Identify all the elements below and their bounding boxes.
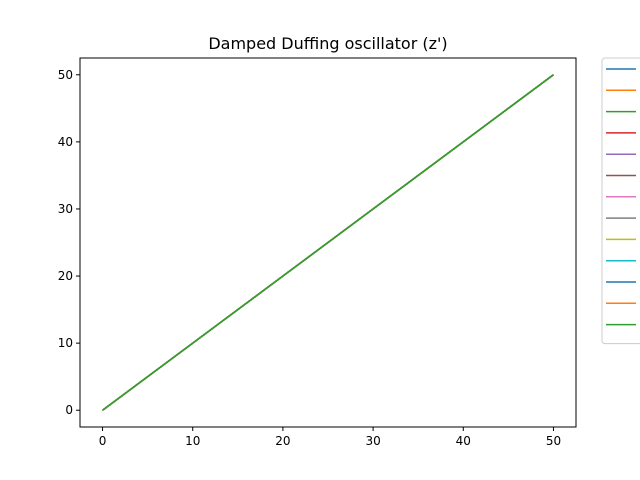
series-layer xyxy=(102,74,554,411)
chart-title: Damped Duffing oscillator (z') xyxy=(208,34,447,53)
axes-frame xyxy=(79,57,577,428)
y-tick-label: 0 xyxy=(65,403,73,417)
x-tick-label: 10 xyxy=(185,434,200,448)
y-tick-label: 50 xyxy=(58,68,73,82)
plot-area xyxy=(79,57,577,428)
y-tick-label: 10 xyxy=(58,336,73,350)
legend xyxy=(601,57,640,345)
x-tick-label: 50 xyxy=(546,434,561,448)
x-tick-label: 30 xyxy=(365,434,380,448)
y-tick-label: 40 xyxy=(58,135,73,149)
y-tick-label: 30 xyxy=(58,202,73,216)
series-line-13 xyxy=(102,74,554,411)
y-tick-label: 20 xyxy=(58,269,73,283)
legend-box xyxy=(601,57,640,345)
x-axis: 0 10 20 30 40 50 xyxy=(99,427,561,448)
x-tick-label: 0 xyxy=(99,434,107,448)
x-tick-label: 40 xyxy=(456,434,471,448)
y-axis: 0 10 20 30 40 50 xyxy=(58,68,80,417)
x-tick-label: 20 xyxy=(275,434,290,448)
